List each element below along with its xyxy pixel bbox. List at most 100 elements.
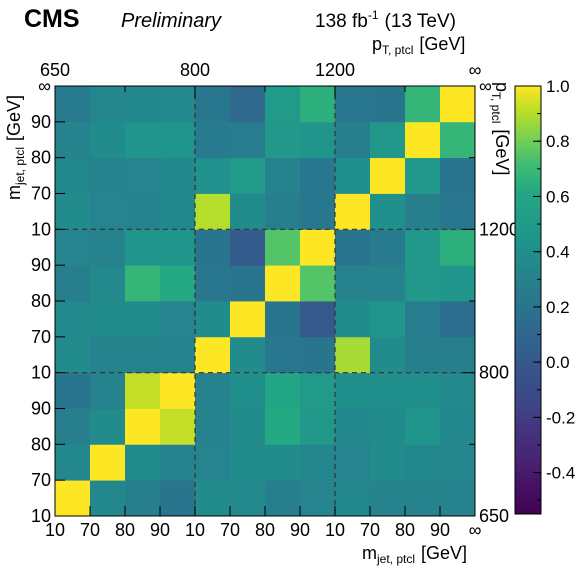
heatmap-cell [230,336,266,374]
heatmap-cell [265,265,301,302]
heatmap-cell [265,193,301,230]
heatmap-cell [405,265,441,302]
heatmap-cell [230,301,266,338]
heatmap-cell [55,408,91,445]
heatmap-cell [335,408,371,445]
heatmap-cell [160,86,196,123]
heatmap-cell [90,157,126,194]
y-tick-label: 10 [31,506,51,526]
heatmap-cell [405,193,441,230]
energy-label: (13 TeV) [385,11,456,32]
heatmap-cell [300,336,336,374]
x-tick-label: 90 [290,520,310,540]
heatmap-cell [230,157,266,194]
right-tick-label: ∞ [479,76,492,96]
heatmap-cell [125,480,161,517]
heatmap-cell [265,336,301,374]
luminosity-exponent: -1 [368,8,379,22]
heatmap-cell [440,157,476,194]
heatmap-cell [160,301,196,338]
heatmap-cell [335,372,371,409]
heatmap-cell [335,193,371,230]
heatmap-cell [230,408,266,445]
x-tick-label: 70 [220,520,240,540]
right-tick-label: 1200 [479,219,519,239]
heatmap-cell [195,301,231,338]
heatmap-cell [195,480,231,517]
heatmap-cells [55,86,476,517]
x-tick-label: 70 [360,520,380,540]
heatmap-cell [55,229,91,266]
heatmap-cell [370,408,406,445]
y-tick-label: 80 [31,291,51,311]
heatmap-cell [440,86,476,123]
heatmap-cell [440,229,476,266]
heatmap-cell [335,265,371,302]
heatmap-cell [300,86,336,123]
right-axis-subscript: T, ptcl [489,92,503,123]
right-axis-title: pT, ptcl [GeV] [489,82,512,175]
y-tick-label: 70 [31,327,51,347]
heatmap-cell [230,229,266,266]
axis-ticks: 10 70 80 90 10 70 80 90 10 70 80 90 ∞ 10 70 80 90 10 70 80 9… [31,60,519,540]
top-tick-label: 800 [180,60,210,80]
top-axis-subscript: T, ptcl [382,43,413,57]
x-tick-label: 70 [80,520,100,540]
heatmap-cell [370,193,406,230]
heatmap-cell [160,121,196,159]
top-axis-unit: [GeV] [419,34,465,54]
heatmap-cell [90,229,126,266]
x-axis-symbol: m [362,543,377,563]
x-tick-label: 90 [430,520,450,540]
colorbar-tick-label: 0.6 [546,187,570,206]
y-axis-unit: [GeV] [4,95,24,141]
heatmap-cell [125,444,161,481]
heatmap-cell [125,157,161,194]
heatmap-cell [55,86,91,123]
x-tick-label: ∞ [469,520,482,540]
y-axis-title: mjet, ptcl [GeV] [4,95,27,200]
heatmap-cell [265,372,301,409]
heatmap-cell [265,86,301,123]
heatmap-cell [195,157,231,194]
heatmap-cell [335,121,371,159]
heatmap-cell [405,408,441,445]
y-axis-subscript: jet, ptcl [13,147,27,186]
heatmap-cell [160,408,196,445]
x-tick-label: 80 [255,520,275,540]
heatmap-cell [370,265,406,302]
top-tick-label: 650 [40,60,70,80]
x-axis-title: mjet, ptcl [GeV] [362,543,467,566]
x-axis-unit: [GeV] [421,543,467,563]
heatmap-cell [440,301,476,338]
heatmap-cell [300,229,336,266]
heatmap-cell [405,301,441,338]
heatmap-cell [160,336,196,374]
right-axis-unit: [GeV] [492,129,512,175]
colorbar-tick-label: -0.4 [546,464,575,483]
heatmap-cell [405,157,441,194]
heatmap-cell [370,121,406,159]
heatmap-cell [195,372,231,409]
colorbar-tick-label: 1.0 [546,77,570,96]
x-tick-label: 80 [115,520,135,540]
colorbar: 1.0 0.8 0.6 0.4 0.2 0.0 -0.2 -0.4 [514,77,575,515]
heatmap-cell [405,86,441,123]
heatmap-cell [440,408,476,445]
heatmap-cell [195,336,231,374]
heatmap-cell [160,480,196,517]
heatmap-cell [370,336,406,374]
y-tick-label: 70 [31,184,51,204]
heatmap-cell [90,121,126,159]
heatmap-cell [230,121,266,159]
top-tick-label: ∞ [469,60,482,80]
heatmap-cell [440,121,476,159]
luminosity-value: 138 fb [315,11,368,32]
colorbar-tick-label: -0.2 [546,408,575,427]
heatmap-cell [90,301,126,338]
heatmap-cell [160,157,196,194]
heatmap-cell [160,265,196,302]
heatmap-cell [300,408,336,445]
heatmap-cell [195,229,231,266]
